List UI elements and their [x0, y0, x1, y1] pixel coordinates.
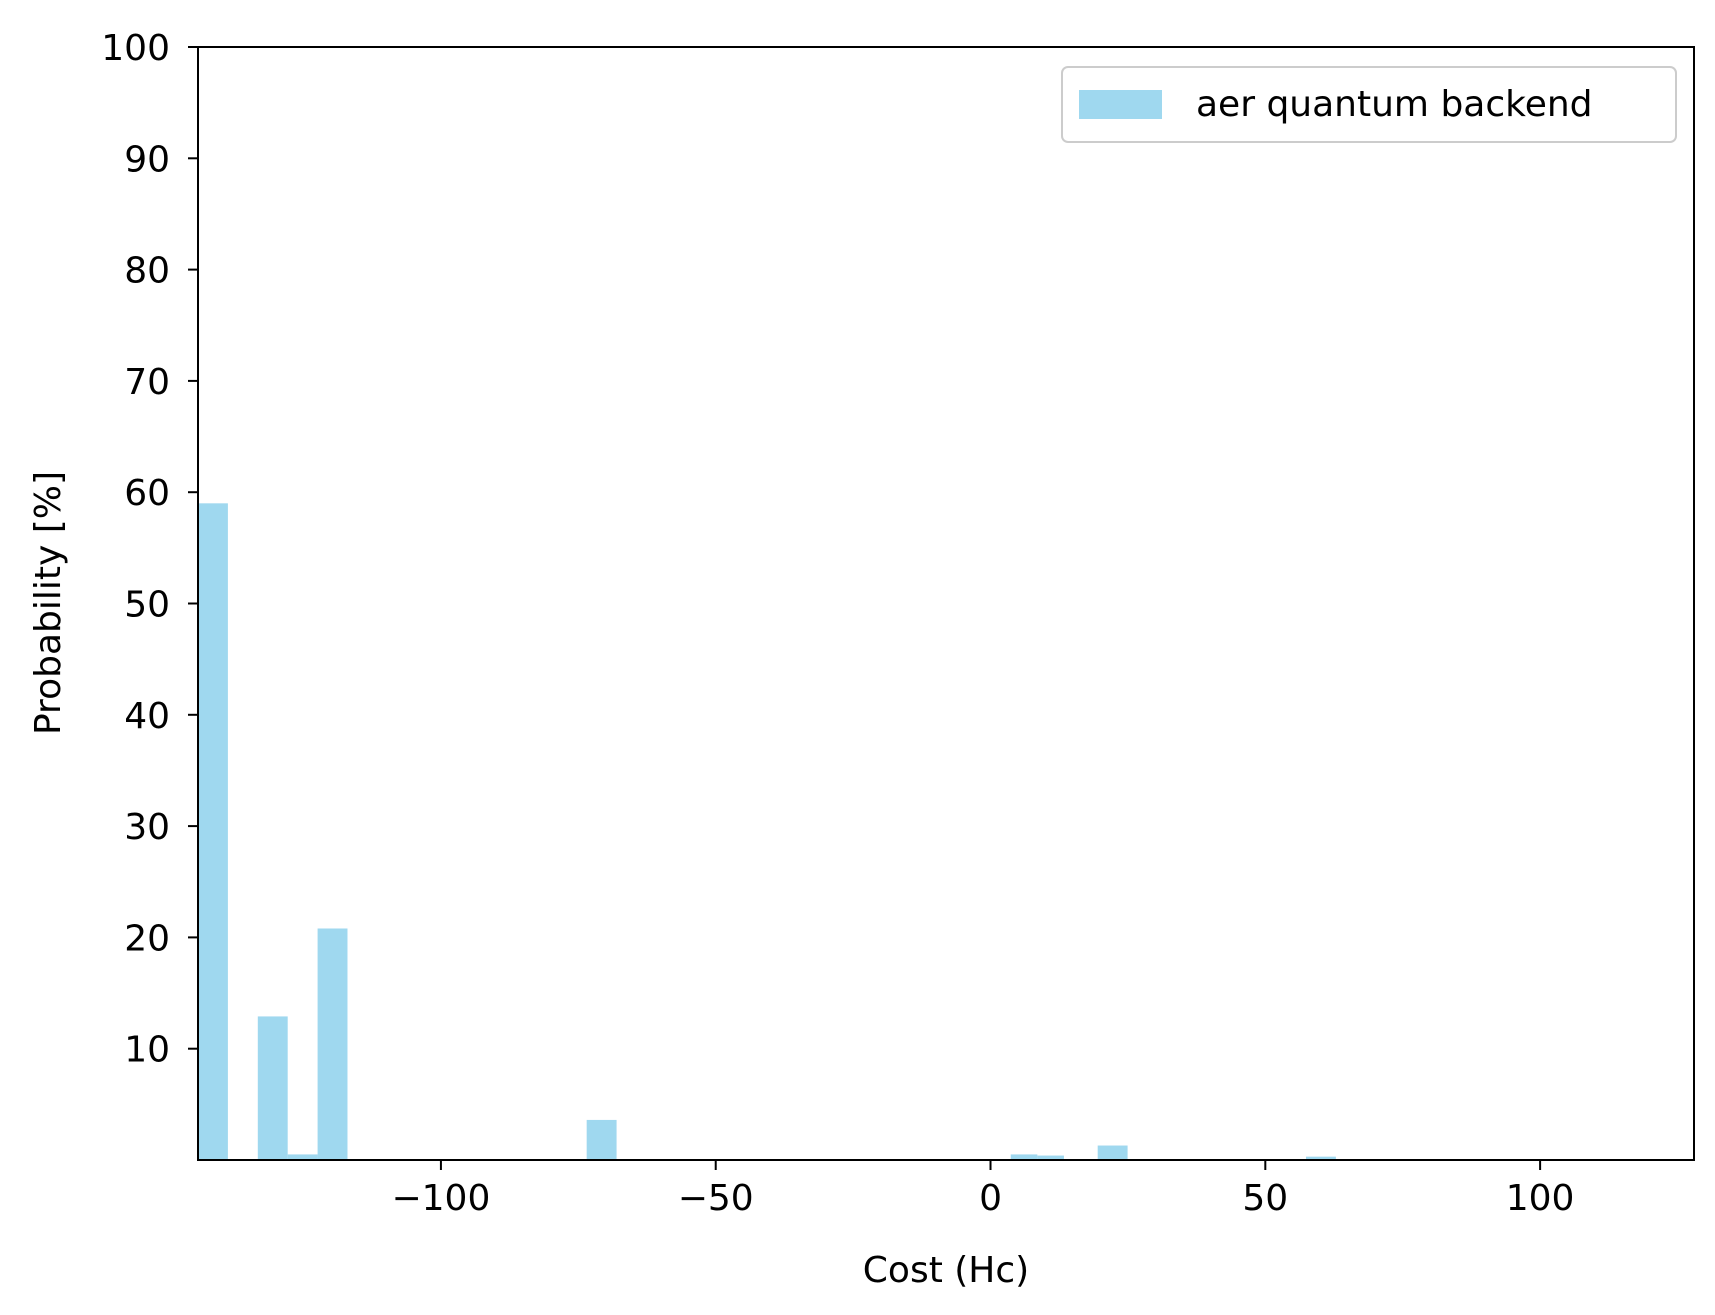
- axes-frame: [197, 46, 1695, 1161]
- x-tick-label: −50: [678, 1178, 754, 1219]
- legend-frame: [1061, 66, 1677, 143]
- histogram-bar: [1305, 1156, 1336, 1160]
- legend-label-aer-quantum-backend: aer quantum backend: [1196, 84, 1593, 125]
- histogram-bar: [1097, 1145, 1128, 1160]
- y-tick-label: 60: [124, 473, 170, 514]
- y-tick-label: 90: [124, 139, 170, 180]
- bars-layer: [198, 503, 1336, 1161]
- y-tick-label: 40: [124, 696, 170, 737]
- y-tick-label: 30: [124, 807, 170, 848]
- histogram-bar: [586, 1119, 617, 1160]
- x-tick-label: 0: [979, 1178, 1002, 1219]
- histogram-bar: [317, 928, 348, 1160]
- y-tick-label: 20: [124, 918, 170, 959]
- x-tick-label: −100: [391, 1178, 490, 1219]
- x-axis-label: Cost (Hc): [863, 1250, 1029, 1291]
- legend-swatch: [1079, 90, 1162, 119]
- histogram-bar: [1037, 1155, 1064, 1160]
- y-tick-label: 100: [101, 28, 170, 69]
- y-tick-label: 80: [124, 251, 170, 292]
- y-tick-label: 70: [124, 362, 170, 403]
- histogram-bar: [1010, 1154, 1038, 1160]
- legend: aer quantum backend: [1061, 66, 1677, 143]
- histogram-bar: [198, 503, 228, 1161]
- x-tick-label: 100: [1506, 1178, 1575, 1219]
- y-tick-label: 50: [124, 585, 170, 626]
- histogram-bar: [257, 1016, 288, 1160]
- histogram-bar: [287, 1154, 318, 1160]
- y-axis-label: Probability [%]: [28, 471, 69, 735]
- y-tick-label: 10: [124, 1030, 170, 1071]
- x-tick-label: 50: [1242, 1178, 1288, 1219]
- ticks-layer: −100 −50 0 50 100 10 20 30 40 50 60 70 80 90 100: [101, 28, 1574, 1219]
